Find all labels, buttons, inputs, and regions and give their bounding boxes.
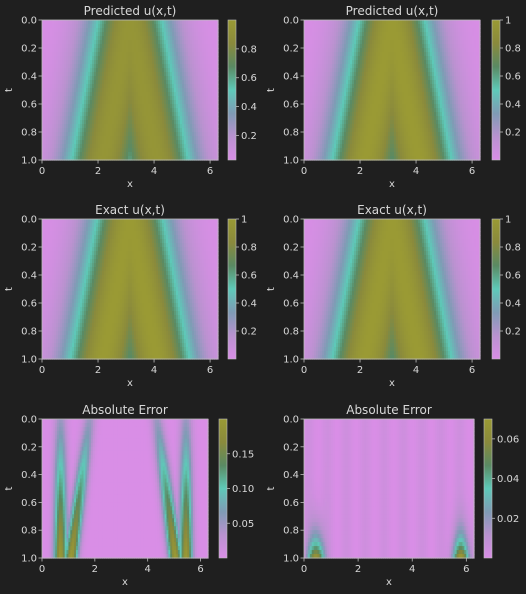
- y-tick-label: 0.8: [21, 128, 37, 139]
- x-tick-label: 6: [207, 166, 213, 177]
- heatmap: [304, 20, 481, 161]
- colorbar-tick-label: 0.6: [241, 73, 257, 84]
- panel-title: Predicted u(x,t): [84, 4, 177, 18]
- colorbar-tick-label: 0.8: [241, 44, 257, 55]
- panel-2: Predicted u(x,t)0 2 4 6x0.00.20.40.60.81.0t…: [266, 4, 521, 190]
- x-axis-label: x: [127, 179, 133, 190]
- heatmap: [42, 20, 219, 161]
- panel-1: Predicted u(x,t) 0 2 4 6 x 0.0 0.2 0.4 0.6 0.8 1.0 t…: [4, 4, 257, 190]
- x-tick-label: 0: [39, 166, 45, 177]
- y-tick-label: 0.6: [21, 100, 37, 111]
- y-tick-label: 0.4: [21, 72, 37, 83]
- y-axis-label: t: [4, 88, 15, 92]
- y-tick-label: 0.2: [21, 44, 37, 55]
- y-tick-label: 1.0: [21, 156, 37, 167]
- colorbar: [228, 20, 236, 160]
- x-tick-label: 4: [151, 166, 157, 177]
- x-tick-label: 2: [95, 166, 101, 177]
- colorbar-tick-label: 0.4: [241, 102, 257, 113]
- colorbar-tick-label: 0.2: [241, 131, 257, 142]
- y-tick-label: 0.0: [21, 16, 37, 27]
